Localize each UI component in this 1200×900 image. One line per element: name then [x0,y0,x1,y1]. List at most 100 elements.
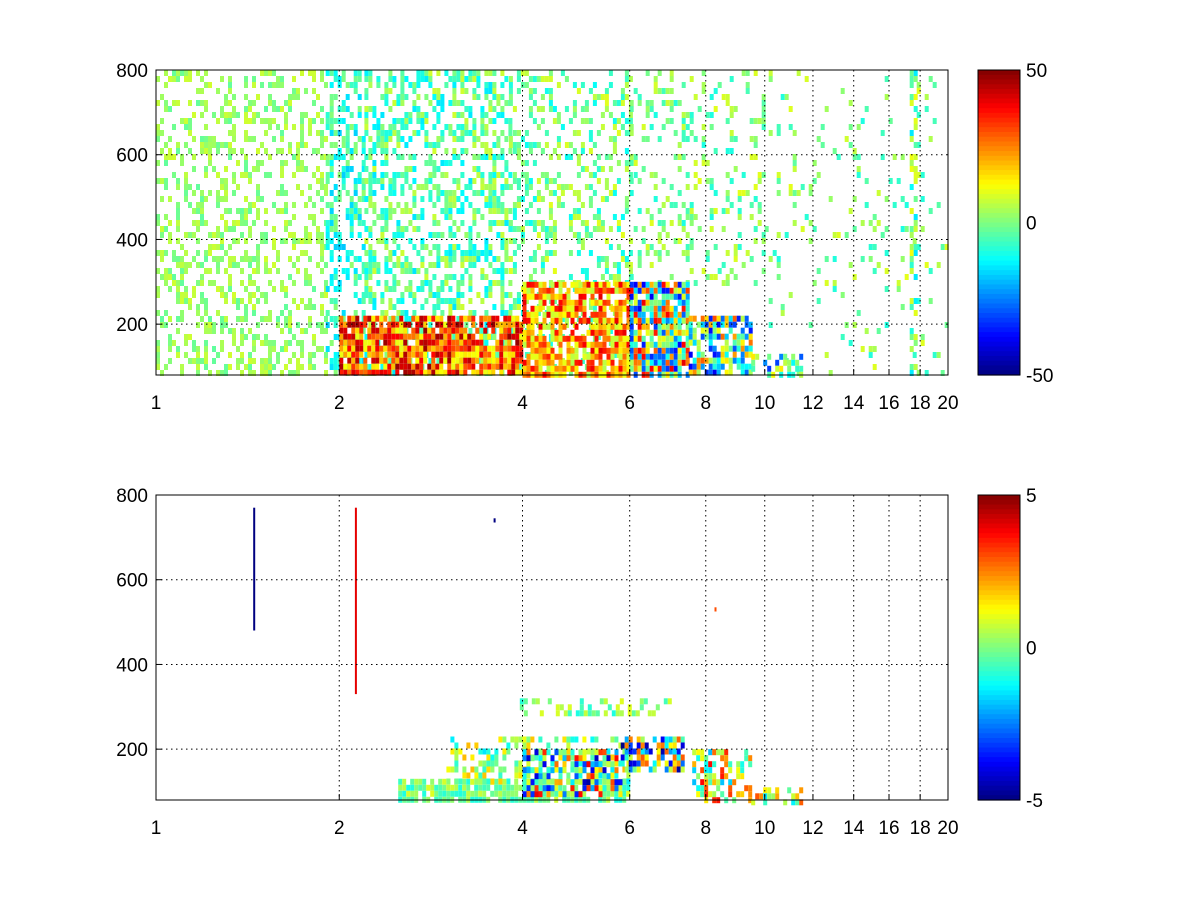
heatmap-cell [420,280,425,286]
heatmap-cell [448,274,453,280]
heatmap-cell [436,220,441,226]
heatmap-cell [196,250,200,256]
heatmap-cell [248,292,252,298]
heatmap-cell [812,280,817,286]
heatmap-cell [164,364,168,370]
heatmap-cell [488,208,493,214]
heatmap-cell [574,311,579,318]
heatmap-cell [240,256,244,262]
heatmap-cell [554,281,559,288]
heatmap-cell [372,304,377,310]
heatmap-cell [657,311,662,318]
heatmap-cell [677,238,682,244]
heatmap-cell [216,88,220,94]
heatmap-cell [516,298,521,304]
heatmap-cell [909,328,914,334]
heatmap-cell [456,280,461,286]
heatmap-cell [590,785,595,792]
heatmap-cell [558,341,563,348]
heatmap-cell [368,274,373,280]
heatmap-cell [608,70,613,76]
heatmap-cell [668,736,673,743]
colorbar-step [978,217,1020,224]
heatmap-cell [180,274,184,280]
heatmap-cell [612,214,617,220]
heatmap-cell [412,226,417,232]
heatmap-cell [333,322,338,328]
heatmap-cell [208,82,212,88]
heatmap-cell [498,766,503,773]
heatmap-cell [768,298,773,304]
heatmap-cell [741,190,746,196]
heatmap-cell [188,76,192,82]
heatmap-cell [530,779,535,786]
heatmap-cell [454,748,459,755]
heatmap-cell [424,244,429,250]
heatmap-cell [276,268,280,274]
heatmap-cell [184,298,188,304]
heatmap-cell [629,365,634,372]
heatmap-cell [544,76,549,82]
heatmap-cell [753,238,758,244]
heatmap-cell [444,148,449,154]
heatmap-cell [578,791,583,798]
heatmap-cell [419,363,424,370]
heatmap-cell [455,327,460,334]
heatmap-cell [681,305,686,312]
heatmap-cell [471,369,476,376]
heatmap-cell [716,351,721,358]
heatmap-cell [626,335,631,342]
heatmap-cell [580,166,585,172]
heatmap-cell [436,196,441,202]
heatmap-cell [524,178,529,184]
heatmap-cell [474,772,479,779]
heatmap-cell [268,172,272,178]
heatmap-cell [740,773,745,780]
heatmap-cell [316,166,320,172]
heatmap-cell [712,779,717,786]
heatmap-cell [552,148,557,154]
heatmap-cell [661,100,666,106]
heatmap-cell [610,347,615,354]
heatmap-cell [676,748,681,755]
heatmap-cell [566,365,571,372]
heatmap-cell [511,363,516,370]
heatmap-cell [164,226,168,232]
heatmap-cell [665,317,670,324]
heatmap-cell [677,100,682,106]
heatmap-cell [491,345,496,352]
heatmap-cell [424,268,429,274]
heatmap-cell [407,345,412,352]
heatmap-cell [367,369,372,376]
heatmap-cell [552,238,557,244]
heatmap-cell [435,363,440,370]
heatmap-cell [792,166,797,172]
heatmap-cell [443,351,448,358]
heatmap-cell [325,160,330,166]
heatmap-cell [504,268,509,274]
heatmap-cell [196,322,200,328]
heatmap-cell [558,281,563,288]
heatmap-cell [860,346,865,352]
heatmap-cell [325,112,330,118]
heatmap-cell [709,184,714,190]
heatmap-cell [504,292,509,298]
heatmap-cell [368,268,373,274]
heatmap-cell [653,353,658,360]
heatmap-cell [431,327,436,334]
heatmap-cell [548,106,553,112]
heatmap-cell [540,148,545,154]
heatmap-cell [544,238,549,244]
heatmap-cell [665,100,670,106]
heatmap-cell [460,220,465,226]
heatmap-cell [652,766,657,773]
heatmap-cell [602,767,607,774]
heatmap-cell [460,172,465,178]
heatmap-cell [392,124,397,130]
heatmap-cell [909,226,914,232]
heatmap-cell [236,358,240,364]
heatmap-cell [653,112,658,118]
heatmap-cell [610,305,615,312]
heatmap-cell [296,340,300,346]
heatmap-cell [416,112,421,118]
